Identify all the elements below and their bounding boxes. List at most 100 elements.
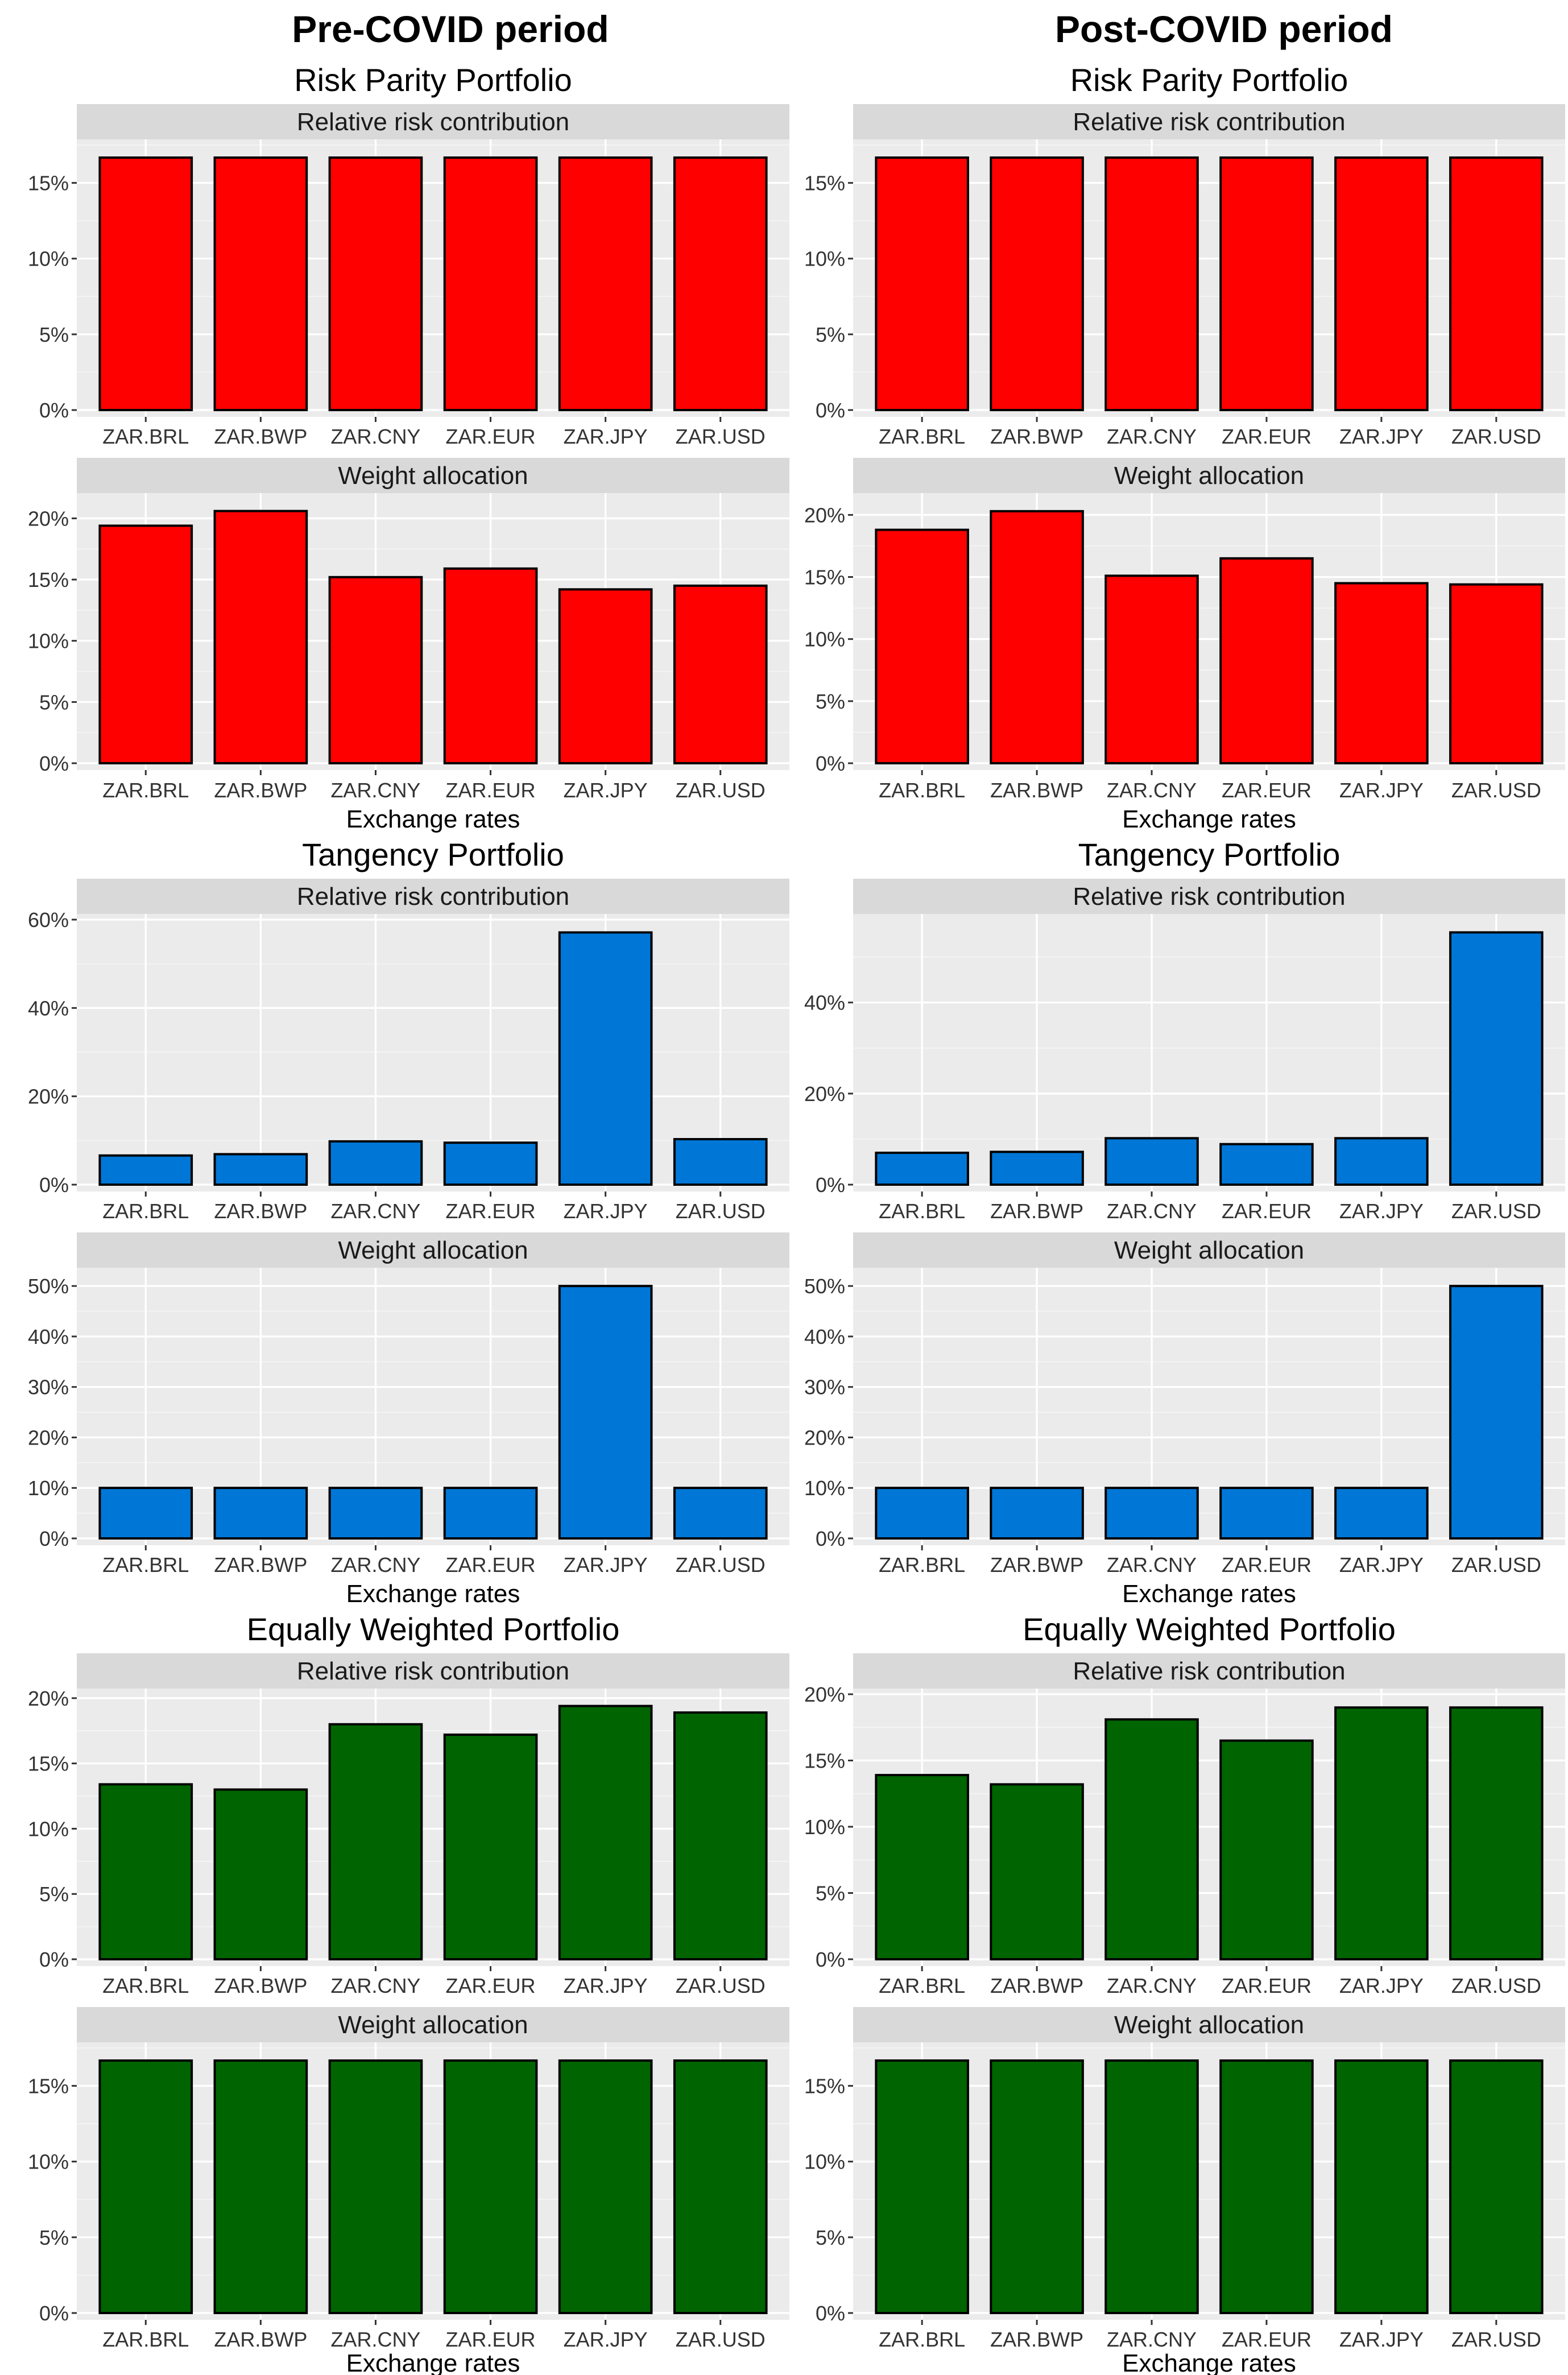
x-tick-label: ZAR.BWP	[214, 1199, 307, 1223]
x-axis-title: Exchange rates	[346, 2349, 520, 2375]
bar-zar-brl	[98, 1154, 193, 1186]
x-tick-label: ZAR.BWP	[990, 2328, 1083, 2351]
bar-zar-usd	[673, 1487, 768, 1540]
bar-zar-cny	[328, 156, 423, 411]
y-tick-label: 50%	[28, 1275, 69, 1298]
strip-header	[853, 2007, 1565, 2042]
section-title: Risk Parity Portfolio	[1070, 62, 1348, 98]
bar-zar-cny	[1104, 574, 1199, 764]
bar-zar-cny	[1104, 156, 1199, 411]
y-tick-label: 0%	[816, 399, 845, 422]
panel-post-equally-weighted-portfolio-weight-allocation: Weight allocation 0% 5% 10% 15% ZAR.BRL ZAR.BW…	[804, 2007, 1565, 2375]
x-tick-label: ZAR.BWP	[990, 425, 1083, 448]
panel-background	[77, 2042, 789, 2320]
panel-background	[853, 914, 1565, 1191]
bar-zar-eur	[443, 1141, 538, 1186]
strip-label: Relative risk contribution	[297, 1657, 569, 1685]
y-tick-label: 20%	[28, 1687, 69, 1710]
section-title: Equally Weighted Portfolio	[1023, 1611, 1396, 1647]
section-title: Tangency Portfolio	[1078, 837, 1341, 872]
x-tick-label: ZAR.BWP	[990, 1553, 1083, 1577]
bar-zar-cny	[328, 1723, 423, 1961]
bar-zar-eur	[443, 567, 538, 764]
strip-header	[853, 104, 1565, 139]
y-tick-label: 0%	[816, 1948, 845, 1971]
y-tick-label: 20%	[28, 1085, 69, 1108]
column-title-post-covid: Post-COVID period	[1055, 8, 1393, 50]
y-tick-label: 0%	[816, 1173, 845, 1197]
bar-zar-eur	[443, 2059, 538, 2315]
x-tick-label: ZAR.USD	[676, 1974, 766, 1997]
x-tick-label: ZAR.BRL	[102, 2328, 189, 2351]
y-tick-label: 20%	[804, 1082, 845, 1106]
bar-zar-jpy	[558, 1285, 653, 1540]
panel-background	[77, 139, 789, 417]
x-tick-label: ZAR.JPY	[1339, 2328, 1424, 2351]
panel-background	[853, 139, 1565, 417]
x-tick-label: ZAR.BWP	[214, 1553, 307, 1577]
x-axis-title: Exchange rates	[1122, 805, 1296, 833]
y-tick-label: 20%	[804, 1426, 845, 1449]
strip-label: Weight allocation	[1114, 462, 1304, 490]
bar-zar-jpy	[1334, 1137, 1429, 1186]
bar-zar-eur	[443, 1733, 538, 1961]
y-tick-label: 10%	[804, 628, 845, 651]
panel-pre-equally-weighted-portfolio-weight-allocation: Weight allocation 0% 5% 10% 15% ZAR.BRL ZAR.BW…	[28, 2007, 789, 2375]
bar-zar-cny	[328, 1140, 423, 1186]
panel-background	[77, 1689, 789, 1966]
y-tick-label: 60%	[28, 908, 69, 932]
x-tick-label: ZAR.USD	[1451, 1199, 1541, 1223]
y-tick-label: 0%	[816, 1527, 845, 1550]
bar-zar-usd	[673, 2059, 768, 2315]
strip-header	[853, 458, 1565, 493]
x-tick-label: ZAR.USD	[676, 425, 766, 448]
bar-zar-usd	[673, 156, 768, 411]
y-tick-label: 0%	[39, 1173, 69, 1197]
bar-zar-eur	[443, 1487, 538, 1540]
x-tick-label: ZAR.USD	[1451, 779, 1541, 802]
x-tick-label: ZAR.EUR	[1222, 779, 1312, 802]
panel-pre-equally-weighted-portfolio-relative-risk-contribution: Equally Weighted Portfolio Relative risk …	[28, 1611, 789, 1997]
strip-label: Relative risk contribution	[1073, 1657, 1345, 1685]
x-tick-label: ZAR.BRL	[879, 1974, 965, 1997]
y-tick-label: 15%	[28, 2075, 69, 2098]
y-tick-label: 40%	[28, 996, 69, 1020]
x-tick-label: ZAR.CNY	[330, 2328, 420, 2351]
strip-label: Relative risk contribution	[297, 883, 569, 911]
x-tick-label: ZAR.CNY	[1107, 1199, 1197, 1223]
y-tick-label: 10%	[28, 247, 69, 271]
x-tick-label: ZAR.JPY	[1339, 1553, 1424, 1577]
strip-label: Relative risk contribution	[1073, 108, 1345, 136]
y-tick-label: 10%	[804, 1815, 845, 1839]
bar-zar-eur	[1219, 1739, 1314, 1961]
y-tick-label: 5%	[39, 2226, 69, 2249]
panel-background	[853, 2042, 1565, 2320]
panel-post-equally-weighted-portfolio-relative-risk-contribution: Equally Weighted Portfolio Relative risk …	[804, 1611, 1565, 1997]
strip-header	[853, 1653, 1565, 1689]
x-axis-title: Exchange rates	[1122, 1580, 1296, 1608]
y-tick-label: 15%	[804, 172, 845, 195]
bar-zar-eur	[1219, 557, 1314, 765]
bar-zar-brl	[98, 156, 193, 411]
y-tick-label: 10%	[28, 1817, 69, 1840]
x-tick-label: ZAR.USD	[676, 779, 766, 802]
x-tick-label: ZAR.BRL	[879, 2328, 965, 2351]
y-tick-label: 10%	[804, 247, 845, 271]
bar-zar-eur	[443, 156, 538, 411]
x-tick-label: ZAR.USD	[1451, 425, 1541, 448]
bar-zar-bwp	[213, 1153, 308, 1186]
strip-header	[853, 879, 1565, 914]
y-tick-label: 30%	[28, 1376, 69, 1399]
panel-pre-tangency-portfolio-relative-risk-contribution: Tangency Portfolio Relative risk contribu…	[28, 837, 789, 1223]
x-tick-label: ZAR.JPY	[1339, 425, 1424, 448]
bar-zar-jpy	[1334, 582, 1429, 764]
y-tick-label: 10%	[28, 1476, 69, 1500]
bar-zar-usd	[673, 584, 768, 764]
y-tick-label: 0%	[816, 752, 845, 775]
x-tick-label: ZAR.CNY	[330, 1974, 420, 1997]
x-tick-label: ZAR.BRL	[102, 1199, 189, 1223]
x-axis-title: Exchange rates	[346, 805, 520, 833]
strip-header	[77, 1232, 789, 1268]
section-title: Risk Parity Portfolio	[294, 62, 572, 98]
